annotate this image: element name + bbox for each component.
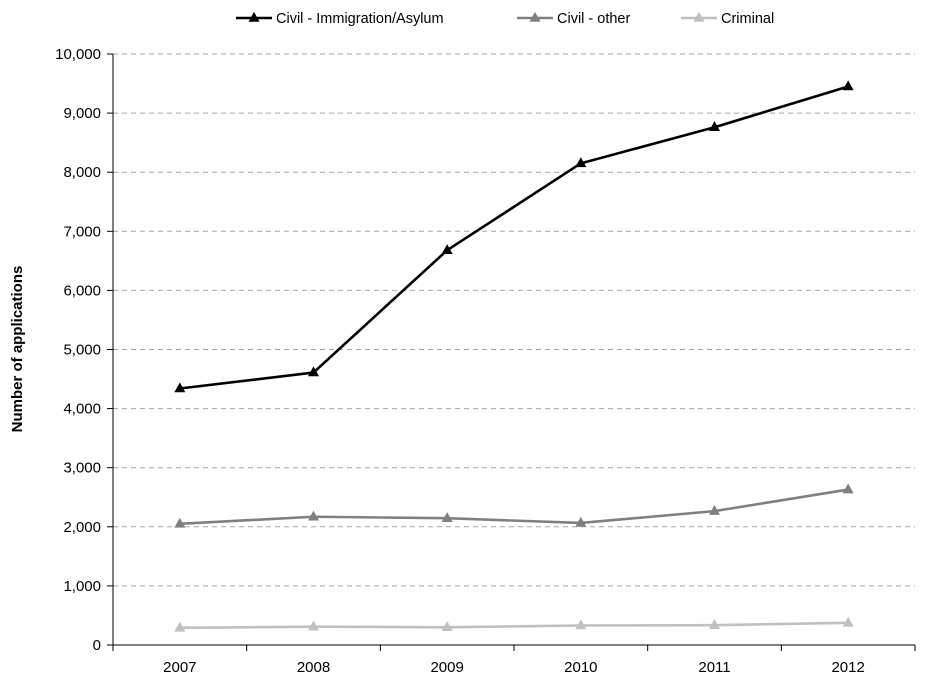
series-1 [174,80,854,393]
y-tick-label: 10,000 [55,46,101,63]
legend-label: Civil - other [557,11,630,27]
data-point-marker [174,621,186,632]
data-point-marker [174,517,186,528]
gridlines [113,53,915,587]
legend-marker [529,11,541,22]
legend: Civil - Immigration/Asylum Civil - other C… [236,11,774,27]
series-3 [174,616,854,632]
x-tick-label: 2012 [831,659,864,676]
series-line [178,621,850,630]
data-point-marker [441,621,453,632]
y-tick-label: 3,000 [63,460,101,477]
y-tick-label: 1,000 [63,578,101,595]
y-tick-label: 6,000 [63,282,101,299]
legend-marker [693,11,705,22]
y-tick-label: 7,000 [63,223,101,240]
y-tick-label: 0 [93,637,101,654]
series-line [178,488,850,526]
y-tick-label: 4,000 [63,401,101,418]
x-tick-label: 2010 [564,659,597,676]
data-point-marker [709,505,720,515]
x-tick-label: 2007 [163,659,196,676]
data-point-marker [842,616,854,627]
data-point-marker [575,619,587,630]
legend-label: Civil - Immigration/Asylum [276,11,444,27]
data-point-marker [308,510,319,521]
data-point-marker [308,366,319,377]
y-tick-label: 2,000 [63,519,101,536]
y-tick-label: 8,000 [63,164,101,181]
data-point-marker [709,619,720,629]
legend-label: Criminal [721,11,774,27]
data-point-marker [174,382,186,393]
data-point-marker [842,483,854,494]
data-point-marker [575,157,587,168]
x-tick-label: 2008 [297,659,330,676]
x-tick-label: 2009 [430,659,463,676]
tick-labels: 0 1,000 2,000 3,000 4,000 5,000 6,000 7,000 8,00… [55,46,865,676]
y-axis-title: Number of applications [9,266,26,433]
data-point-marker [842,80,854,91]
data-point-marker [575,516,587,527]
legend-item: Civil - other [517,11,630,27]
x-tick-label: 2011 [698,659,730,676]
data-point-marker [441,512,453,522]
y-tick-label: 9,000 [63,105,101,122]
series-2 [174,483,854,528]
y-tick-label: 5,000 [63,342,101,359]
data-point-marker [709,121,720,132]
legend-item: Criminal [681,11,774,27]
series-lines [174,80,854,632]
axes [107,53,916,651]
legend-marker [248,11,260,22]
data-point-marker [308,620,319,631]
series-line [178,85,850,390]
data-point-marker [441,244,453,254]
legend-item: Civil - Immigration/Asylum [236,11,444,27]
